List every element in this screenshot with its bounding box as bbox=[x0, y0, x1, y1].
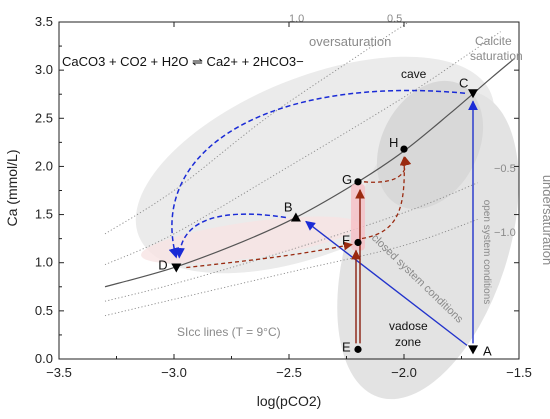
point-label-e: E bbox=[342, 339, 351, 354]
undersaturation-label: undersaturation bbox=[540, 175, 550, 265]
equation-left: CaCO3 + CO2 + H2O ⇌ Ca2+ + 2HCO3− bbox=[62, 54, 304, 69]
point-marker-d bbox=[171, 263, 182, 273]
x-axis-title: log(pCO2) bbox=[257, 393, 322, 409]
open-system-label: open system conditions bbox=[481, 200, 492, 305]
points: A B C D E F G H bbox=[158, 75, 492, 358]
y-tick-label: 2.5 bbox=[35, 110, 53, 125]
si-caption: SIcc lines (T = 9°C) bbox=[177, 325, 281, 339]
point-marker-h bbox=[400, 145, 408, 153]
si-line-label: 0.5 bbox=[387, 13, 402, 25]
path-a-to-b bbox=[305, 220, 468, 346]
si-line-label: 1.0 bbox=[289, 13, 304, 25]
path-g-to-h bbox=[363, 156, 412, 183]
calcite-saturation-curve bbox=[104, 58, 515, 288]
path-d-to-f bbox=[186, 241, 353, 269]
point-marker-g bbox=[354, 178, 362, 186]
point-marker-a bbox=[468, 345, 478, 355]
y-tick-label: 3.0 bbox=[35, 62, 53, 77]
point-marker-c bbox=[468, 89, 478, 99]
y-tick-label: 2.0 bbox=[35, 158, 53, 173]
y-tick-label: 1.5 bbox=[35, 207, 53, 222]
point-marker-b bbox=[290, 212, 301, 222]
x-tick-label: −3.0 bbox=[161, 365, 187, 380]
si-line-label: −1.0 bbox=[494, 227, 516, 239]
x-tick-label: −2.5 bbox=[276, 365, 302, 380]
point-label-g: G bbox=[342, 172, 352, 187]
closed-path-highlight bbox=[141, 216, 359, 264]
x-tick-label: −2.0 bbox=[391, 365, 417, 380]
si-lines: 1.0 0.5 −0.5 −1.0 bbox=[104, 13, 516, 317]
calcite-label-1: Calcite bbox=[475, 34, 512, 48]
vadose-label-1: vadose bbox=[389, 319, 428, 333]
point-marker-f bbox=[354, 238, 362, 247]
y-tick-label: 3.5 bbox=[35, 14, 53, 29]
point-label-d: D bbox=[158, 258, 167, 273]
point-label-h: H bbox=[389, 135, 398, 150]
si-line-label: −0.5 bbox=[494, 163, 516, 175]
x-tick-label: −3.5 bbox=[46, 365, 72, 380]
path-f-to-h bbox=[361, 156, 409, 240]
y-tick-label: 0.0 bbox=[35, 351, 53, 366]
vadose-label-2: zone bbox=[395, 335, 421, 349]
process-paths bbox=[168, 89, 478, 346]
overlap-region bbox=[376, 80, 484, 210]
point-label-c: C bbox=[459, 75, 468, 90]
oversaturation-label: oversaturation bbox=[309, 34, 391, 49]
point-label-b: B bbox=[284, 199, 293, 214]
si-line bbox=[104, 31, 501, 266]
x-tick-label: −1.5 bbox=[506, 365, 532, 380]
calcite-label-2: saturation bbox=[470, 49, 523, 63]
point-label-a: A bbox=[483, 343, 492, 358]
open-path-highlight bbox=[351, 183, 365, 251]
point-label-f: F bbox=[342, 232, 350, 247]
cave-label: cave bbox=[401, 67, 427, 81]
si-line bbox=[104, 182, 478, 302]
si-line bbox=[104, 21, 409, 235]
y-tick-label: 1.0 bbox=[35, 255, 53, 270]
path-c-to-d bbox=[168, 89, 466, 259]
axes: −3.5 −3.0 −2.5 −2.0 −1.5 0.0 0.5 1.0 1.5 2.0 2.5 3.… bbox=[35, 14, 532, 380]
point-marker-e bbox=[354, 345, 362, 353]
y-tick-label: 0.5 bbox=[35, 303, 53, 318]
y-axis-title: Ca (mmol/L) bbox=[4, 149, 20, 226]
path-b-to-d bbox=[174, 213, 287, 259]
